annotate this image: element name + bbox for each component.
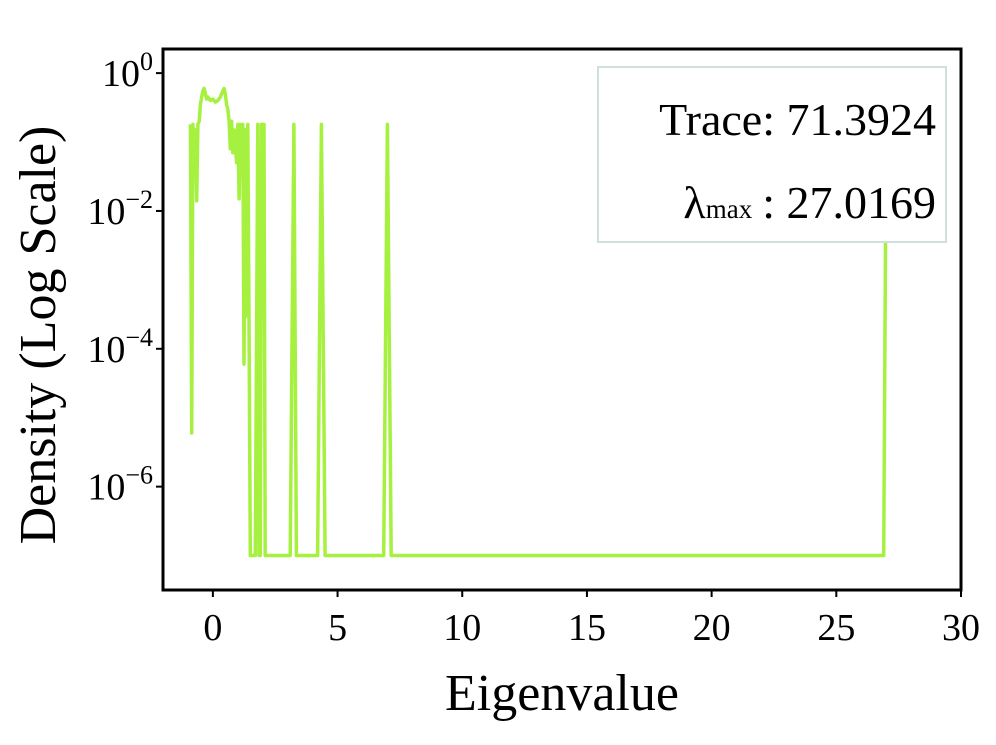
- y-axis-title: Density (Log Scale): [10, 126, 67, 545]
- plot-frame: [161, 47, 963, 592]
- density-series-line: [188, 86, 888, 558]
- x-tick-label: 25: [817, 607, 855, 649]
- y-tick-label: 10−4: [87, 323, 153, 371]
- trace-annotation: Trace: 71.3924: [659, 94, 936, 145]
- lambda-subscript: max: [706, 194, 753, 224]
- y-tick-label: 10−6: [87, 461, 153, 509]
- lambda-max-annotation: λmax: 27.0169: [683, 177, 936, 228]
- x-axis-ticks: 0 5 10 15 20 25 30: [203, 590, 980, 649]
- x-axis-title: Eigenvalue: [445, 665, 679, 722]
- x-tick-label: 30: [942, 607, 980, 649]
- x-tick-label: 15: [568, 607, 606, 649]
- y-tick-label: 10−2: [87, 185, 153, 233]
- x-tick-label: 5: [328, 607, 347, 649]
- trace-label: Trace: [659, 94, 762, 145]
- trace-value: 71.3924: [787, 94, 937, 145]
- x-tick-label: 0: [203, 607, 222, 649]
- y-tick-label: 100: [102, 47, 153, 95]
- x-tick-label: 20: [693, 607, 731, 649]
- lambda-max-value: 27.0169: [787, 177, 937, 228]
- x-tick-label: 10: [443, 607, 481, 649]
- legend-box: Trace: 71.3924 λmax: 27.0169: [597, 66, 947, 243]
- lambda-symbol: λ: [683, 177, 706, 228]
- y-axis-ticks: 100 10−2 10−4 10−6: [87, 47, 163, 509]
- legend-frame: [597, 66, 947, 243]
